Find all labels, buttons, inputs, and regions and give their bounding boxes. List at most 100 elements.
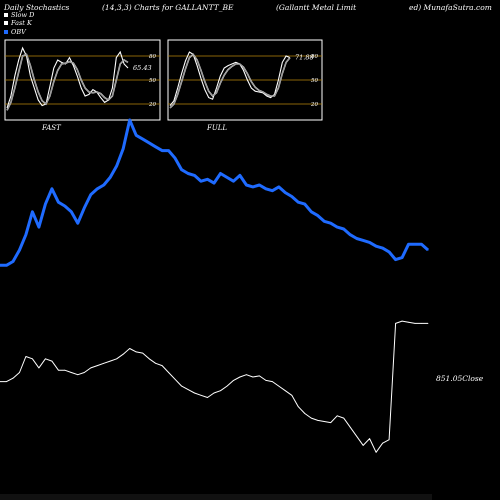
close-point bbox=[155, 362, 157, 364]
close-point bbox=[103, 362, 105, 364]
series-line-core bbox=[169, 54, 291, 109]
obv-point bbox=[57, 201, 60, 203]
close-point bbox=[265, 380, 267, 381]
close-point bbox=[12, 377, 14, 379]
obv-point bbox=[336, 226, 338, 228]
obv-point bbox=[200, 180, 202, 182]
obv-point bbox=[109, 176, 111, 178]
close-point bbox=[122, 353, 124, 355]
obv-point bbox=[77, 222, 79, 224]
obv-point bbox=[323, 220, 325, 222]
close-point bbox=[168, 372, 170, 373]
obv-point bbox=[135, 134, 137, 136]
close-point bbox=[220, 390, 221, 392]
close-point bbox=[142, 352, 144, 354]
obv-point bbox=[291, 195, 293, 198]
close-point bbox=[246, 374, 247, 376]
close-point bbox=[32, 358, 33, 360]
close-line bbox=[0, 320, 428, 453]
legend-label: Slow D bbox=[11, 11, 35, 19]
close-point bbox=[109, 360, 111, 362]
obv-point bbox=[278, 186, 280, 188]
obv-point bbox=[193, 174, 196, 176]
close-point bbox=[330, 422, 332, 423]
chart-params: (14,3,3) Charts for GALLANTT_BE bbox=[102, 3, 234, 12]
obv-point bbox=[420, 243, 423, 245]
obv-point bbox=[96, 188, 98, 190]
obv-line bbox=[0, 118, 429, 267]
close-point bbox=[45, 358, 46, 360]
close-point bbox=[25, 356, 27, 357]
obv-point bbox=[122, 148, 124, 150]
obv-point bbox=[407, 243, 410, 245]
obv-point bbox=[161, 150, 163, 152]
close-point bbox=[226, 385, 228, 387]
obv-point bbox=[388, 251, 390, 253]
close-point bbox=[297, 406, 299, 408]
close-point bbox=[233, 380, 234, 381]
close-point bbox=[401, 320, 403, 322]
close-point bbox=[77, 374, 79, 376]
obv-point bbox=[232, 180, 235, 182]
last-value-label: 65.43 bbox=[133, 64, 152, 72]
close-point bbox=[369, 438, 370, 439]
obv-point bbox=[343, 228, 345, 230]
obv-point bbox=[174, 157, 176, 159]
obv-point bbox=[304, 203, 306, 205]
obv-point bbox=[38, 226, 40, 228]
panel-title: FULL bbox=[206, 124, 227, 132]
obv-point bbox=[356, 237, 358, 240]
obv-point bbox=[206, 178, 209, 180]
close-point bbox=[252, 376, 254, 378]
series-line-core bbox=[6, 54, 129, 111]
legend: Slow D Fast K OBV bbox=[4, 11, 34, 36]
close-point bbox=[336, 415, 338, 417]
obv-point bbox=[18, 249, 21, 251]
close-point bbox=[148, 358, 150, 360]
close-point bbox=[207, 397, 208, 398]
obv-point bbox=[103, 184, 105, 186]
close-point bbox=[187, 389, 189, 390]
obv-point bbox=[213, 182, 215, 184]
close-point bbox=[83, 372, 85, 373]
obv-point bbox=[317, 215, 319, 217]
obv-point bbox=[64, 205, 66, 207]
legend-label: OBV bbox=[11, 27, 26, 36]
chart-title: Daily Stochastics bbox=[4, 3, 70, 12]
obv-point bbox=[0, 264, 1, 266]
panel-title: FAST bbox=[41, 124, 62, 132]
obv-point bbox=[12, 260, 14, 263]
close-point bbox=[90, 367, 92, 369]
obv-point bbox=[187, 172, 189, 175]
bottom-strip bbox=[0, 494, 432, 500]
close-point bbox=[64, 369, 66, 371]
obv-point bbox=[226, 176, 228, 178]
y-tick-label: 80 bbox=[311, 54, 318, 60]
close-point bbox=[129, 348, 131, 349]
close-point bbox=[6, 381, 7, 382]
obv-point bbox=[349, 234, 351, 236]
close-value-label: 851.05Close bbox=[436, 374, 484, 383]
close-point bbox=[323, 421, 325, 422]
close-point bbox=[174, 378, 176, 380]
y-tick-label: 80 bbox=[149, 54, 156, 60]
obv-point bbox=[310, 211, 312, 213]
close-point bbox=[70, 372, 72, 373]
obv-point bbox=[401, 257, 403, 259]
obv-point bbox=[375, 245, 377, 247]
obv-point bbox=[284, 192, 286, 194]
close-point bbox=[194, 392, 195, 394]
obv-point bbox=[51, 188, 53, 190]
obv-point bbox=[395, 259, 397, 261]
y-tick-label: 20 bbox=[310, 102, 318, 108]
legend-item-obv: OBV bbox=[4, 28, 34, 36]
obv-point bbox=[116, 165, 118, 167]
close-point bbox=[349, 426, 351, 428]
obv-point bbox=[181, 169, 183, 171]
close-point bbox=[181, 385, 183, 387]
close-point bbox=[58, 369, 59, 371]
close-point bbox=[272, 381, 273, 382]
close-point bbox=[259, 375, 260, 377]
obv-point bbox=[5, 264, 8, 266]
